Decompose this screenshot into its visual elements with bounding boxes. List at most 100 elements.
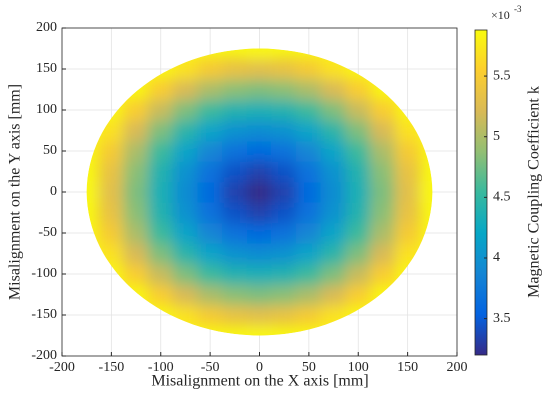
heatmap-cell (345, 78, 372, 101)
heatmap-cell (271, 283, 298, 306)
heatmap-cell (147, 99, 174, 121)
heatmap-cell (345, 99, 372, 121)
heatmap-cell (172, 78, 199, 101)
x-tick-label: 200 (447, 360, 468, 375)
heatmap-cell (370, 99, 396, 121)
heatmap-cell (123, 201, 149, 224)
y-tick-label: 100 (36, 102, 57, 117)
heatmap-cell (271, 58, 298, 80)
heatmap-cell (320, 283, 347, 306)
heatmap-cell (221, 78, 248, 101)
heatmap-cell (221, 58, 248, 80)
heatmap-cell (172, 304, 199, 326)
heatmap-cell (172, 242, 199, 265)
heatmap-cell (320, 58, 347, 80)
heatmap-cell (246, 78, 273, 101)
colorbar-tick-label: 4.5 (493, 190, 511, 205)
heatmap-cell (123, 119, 149, 142)
y-tick-label: -200 (31, 348, 57, 363)
y-tick-label: 200 (36, 20, 57, 35)
heatmap-cell (394, 140, 421, 162)
heatmap-cell (147, 201, 174, 224)
heatmap-cell (370, 263, 396, 285)
heatmap-cell (98, 181, 125, 203)
heatmap-cell (320, 99, 347, 121)
heatmap-cell (370, 140, 396, 162)
heatmap-cell (147, 222, 174, 244)
heatmap-cell (197, 242, 223, 265)
x-tick-label: 50 (302, 360, 316, 375)
heatmap-cell (221, 140, 248, 162)
heatmap-cell (271, 201, 298, 224)
heatmap-cell (197, 58, 223, 80)
heatmap-cell (197, 99, 223, 121)
heatmap-cell (370, 222, 396, 244)
heatmap-cell (123, 160, 149, 183)
heatmap-cell (271, 222, 298, 244)
heatmap (86, 48, 433, 336)
heatmap-cell (296, 99, 322, 121)
heatmap-cell (246, 324, 273, 336)
heatmap-cell (246, 181, 273, 203)
heatmap-cell (320, 181, 347, 203)
heatmap-cell (246, 119, 273, 142)
heatmap-cell (172, 222, 199, 244)
heatmap-cell (296, 181, 322, 203)
heatmap-cell (246, 304, 273, 326)
heatmap-cell (246, 283, 273, 306)
heatmap-cell (320, 222, 347, 244)
x-tick-label: -150 (99, 360, 125, 375)
heatmap-cell (221, 201, 248, 224)
heatmap-cell (221, 119, 248, 142)
heatmap-cell (394, 181, 421, 203)
heatmap-cell (271, 78, 298, 101)
heatmap-cell (123, 242, 149, 265)
heatmap-cell (197, 119, 223, 142)
heatmap-cell (246, 48, 273, 60)
heatmap-cell (320, 304, 347, 326)
heatmap-cell (296, 78, 322, 101)
heatmap-cell (345, 242, 372, 265)
heatmap-cell (296, 283, 322, 306)
heatmap-cell (320, 78, 347, 101)
x-tick-label: -100 (148, 360, 174, 375)
heatmap-cell (394, 242, 421, 265)
heatmap-cell (197, 78, 223, 101)
y-tick-label: 50 (43, 143, 57, 158)
heatmap-cell (123, 222, 149, 244)
colorbar-tick-label: 5 (493, 129, 500, 144)
heatmap-cell (98, 242, 125, 265)
y-axis-label: Misalignment on the Y axis [mm] (7, 84, 24, 300)
heatmap-cell (296, 160, 322, 183)
heatmap-cell (246, 263, 273, 285)
heatmap-cell (172, 119, 199, 142)
x-axis-label: Misalignment on the X axis [mm] (151, 373, 368, 390)
heatmap-cell (345, 181, 372, 203)
heatmap-cell (221, 263, 248, 285)
heatmap-cells (86, 48, 433, 336)
heatmap-cell (123, 99, 149, 121)
heatmap-cell (197, 222, 223, 244)
heatmap-cell (98, 140, 125, 162)
heatmap-cell (370, 160, 396, 183)
y-tick-label: 0 (50, 184, 57, 199)
heatmap-cell (246, 201, 273, 224)
heatmap-cell (320, 160, 347, 183)
heatmap-cell (345, 140, 372, 162)
y-tick-label: -100 (31, 266, 57, 281)
heatmap-cell (345, 283, 372, 306)
heatmap-cell (172, 160, 199, 183)
heatmap-cell (296, 201, 322, 224)
heatmap-cell (271, 119, 298, 142)
heatmap-cell (296, 242, 322, 265)
colorbar (474, 29, 488, 356)
heatmap-cell (345, 222, 372, 244)
colorbar-tick-label: 5.5 (493, 68, 511, 83)
heatmap-cell (197, 201, 223, 224)
heatmap-cell (296, 119, 322, 142)
heatmap-cell (370, 201, 396, 224)
heatmap-cell (271, 140, 298, 162)
heatmap-cell (147, 140, 174, 162)
heatmap-cell (271, 304, 298, 326)
